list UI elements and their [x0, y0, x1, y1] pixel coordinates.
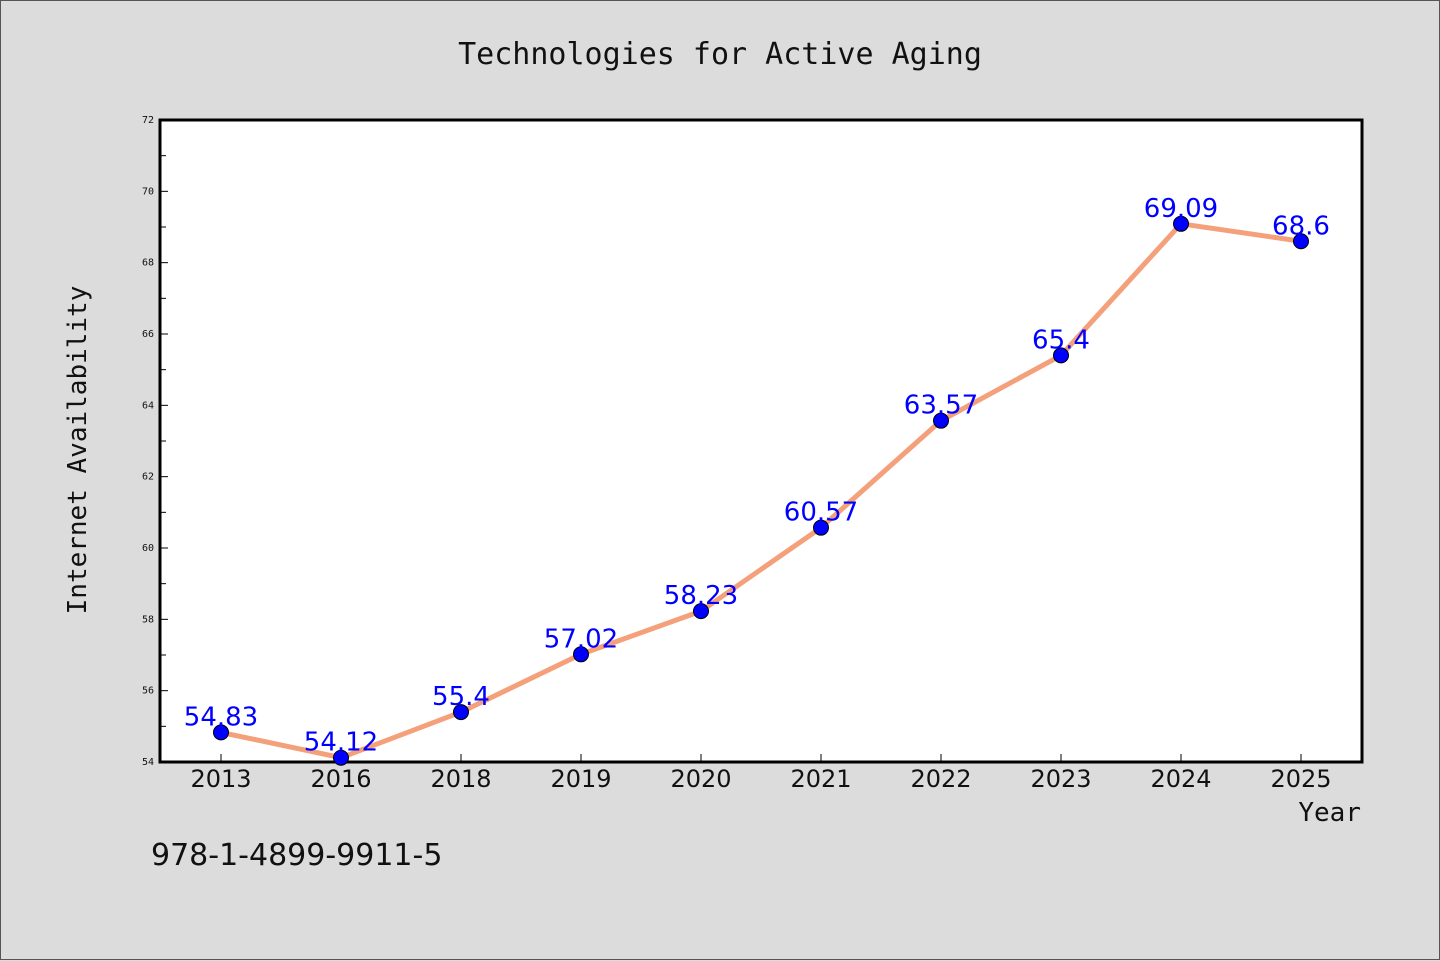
data-point	[453, 704, 469, 721]
y-tick-label: 68	[142, 258, 154, 269]
data-label: 65.4	[1032, 325, 1090, 355]
y-tick-label: 54	[142, 757, 154, 768]
x-tick-label: 2022	[910, 765, 971, 793]
plot-area	[158, 118, 1364, 764]
series-markers	[213, 215, 1309, 766]
series-line	[218, 221, 1304, 761]
y-axis: 54 56 58 60 62 64 66 68 70 72	[142, 115, 168, 768]
data-label: 68.6	[1272, 211, 1330, 241]
data-label: 58.23	[664, 581, 738, 611]
y-tick-label: 62	[142, 472, 154, 483]
data-label: 54.83	[184, 702, 258, 732]
data-point	[333, 749, 349, 766]
isbn-text: 978-1-4899-9911-5	[151, 838, 442, 873]
x-tick-label: 2025	[1270, 765, 1331, 793]
x-tick-label: 2021	[790, 765, 851, 793]
data-label: 55.4	[432, 682, 490, 712]
data-point	[933, 412, 949, 429]
data-label: 54.12	[304, 728, 378, 758]
data-point	[573, 646, 589, 663]
x-tick-label: 2018	[430, 765, 491, 793]
y-tick-label: 72	[142, 115, 154, 126]
y-tick-label: 70	[142, 186, 154, 197]
x-axis-label: Year	[1298, 798, 1361, 828]
data-point	[1053, 347, 1069, 364]
data-point	[213, 724, 229, 741]
x-axis: 2013 2016 2018 2019 2020 2021 2022 2023 2024 2025	[190, 754, 1332, 793]
data-point	[813, 519, 829, 536]
x-tick-label: 2016	[310, 765, 371, 793]
data-label: 57.02	[544, 624, 618, 654]
y-tick-label: 64	[142, 400, 154, 411]
data-labels: 54.83 54.12 55.4 57.02 58.23 60.57 63.57 65.4 69…	[184, 194, 1330, 758]
chart-title: Technologies for Active Aging	[458, 37, 982, 72]
x-tick-label: 2023	[1030, 765, 1091, 793]
x-tick-label: 2020	[670, 765, 731, 793]
x-tick-label: 2024	[1150, 765, 1211, 793]
y-tick-label: 60	[142, 543, 154, 554]
data-label: 60.57	[784, 498, 858, 528]
y-tick-label: 66	[142, 329, 154, 340]
data-point	[1293, 233, 1309, 250]
y-tick-label: 58	[142, 614, 154, 625]
x-tick-label: 2013	[190, 765, 251, 793]
data-point	[693, 603, 709, 620]
data-label: 69.09	[1144, 194, 1218, 224]
data-point	[1173, 215, 1189, 232]
data-label: 63.57	[904, 391, 978, 421]
y-axis-label: Internet Availability	[63, 286, 93, 615]
y-tick-label: 56	[142, 686, 154, 697]
x-tick-label: 2019	[550, 765, 611, 793]
